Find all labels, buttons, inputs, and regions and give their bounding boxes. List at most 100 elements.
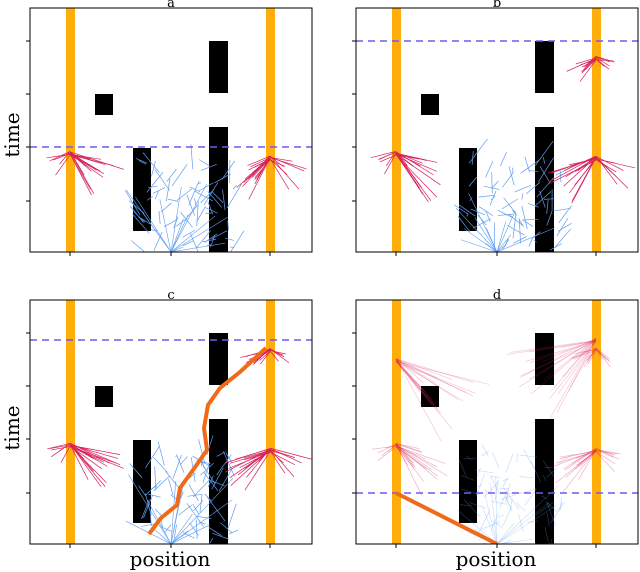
search-branch-blue [512, 167, 514, 173]
search-branch-blue [224, 237, 235, 241]
search-branch-red [554, 449, 597, 467]
search-branch-blue [542, 460, 555, 477]
search-branch-red [595, 56, 611, 63]
search-branch-red [574, 349, 597, 355]
search-branch-blue [468, 193, 498, 252]
search-branch-blue [200, 163, 217, 171]
search-branch-blue [197, 515, 212, 519]
search-branch-blue [133, 211, 146, 223]
search-branch-blue [148, 185, 158, 189]
search-branch-red [269, 450, 286, 474]
search-branch-blue [500, 151, 507, 167]
search-branch-blue [227, 503, 237, 529]
panels-layer: a b c d [26, 0, 639, 548]
search-branch-blue [148, 493, 161, 498]
wall-left [66, 8, 75, 252]
search-branch-red [530, 340, 597, 363]
search-branch-blue [474, 469, 494, 474]
search-branch-blue [546, 501, 556, 526]
obstacle-upper-right [535, 333, 554, 385]
search-branch-red [395, 151, 434, 176]
search-branch-red [51, 446, 71, 451]
search-branch-red [519, 337, 597, 378]
search-branch-blue [504, 495, 513, 512]
search-branch-red [395, 360, 453, 429]
search-branch-blue [485, 160, 494, 178]
search-branch-red [395, 445, 438, 468]
search-branch-blue [557, 453, 575, 464]
search-branch-red [395, 153, 437, 172]
search-branch-blue [496, 505, 557, 544]
search-branch-blue [496, 227, 556, 252]
search-branch-red [562, 337, 597, 378]
wall-left [392, 300, 401, 544]
search-branch-red [568, 341, 597, 392]
search-branch-blue [188, 484, 199, 501]
search-branch-blue [512, 214, 517, 239]
search-branch-blue [186, 194, 195, 216]
search-branch-blue [192, 503, 199, 515]
search-branch-blue [520, 159, 540, 174]
search-branch-blue [159, 525, 173, 533]
search-branch-red [595, 158, 636, 169]
search-branch-red [269, 155, 300, 190]
search-branch-blue [505, 453, 514, 473]
search-branch-blue [480, 521, 500, 530]
wall-right [592, 8, 601, 252]
search-branch-red [577, 449, 597, 466]
search-branch-blue [519, 476, 534, 479]
search-branch-red [595, 348, 604, 360]
search-branch-red [395, 358, 421, 393]
search-branch-blue [524, 156, 530, 173]
wall-left [392, 8, 401, 252]
search-branch-red [587, 347, 597, 358]
search-branch-red [379, 151, 397, 160]
search-branch-red [576, 451, 597, 466]
search-branch-blue [149, 508, 152, 526]
search-branch-red [395, 358, 442, 442]
search-branch-blue [507, 224, 525, 236]
search-branch-red [595, 451, 616, 465]
search-branch-blue [182, 229, 196, 238]
search-branch-blue [543, 198, 555, 200]
search-branch-blue [476, 467, 481, 477]
search-branch-red [395, 360, 464, 402]
search-branch-red [550, 338, 597, 392]
search-branch-red [581, 59, 597, 74]
panel-title: c [167, 288, 174, 303]
search-branch-red [377, 443, 397, 454]
search-branch-blue [546, 211, 553, 226]
search-branch-blue [558, 205, 572, 223]
search-branch-blue [187, 493, 203, 497]
search-branch-blue [478, 510, 491, 533]
search-branch-blue [170, 499, 233, 544]
search-branch-blue [492, 452, 500, 469]
search-branch-blue [205, 212, 213, 214]
search-branch-blue [490, 195, 496, 200]
search-branch-blue [472, 218, 491, 229]
search-branch-blue [146, 196, 153, 201]
search-branch-blue [189, 522, 199, 536]
search-branch-blue [173, 524, 177, 539]
search-branch-red [563, 448, 597, 470]
panel-c: c [26, 288, 313, 548]
search-branch-red [269, 450, 284, 464]
search-branch-red [395, 444, 438, 480]
panel-title: a [167, 0, 175, 11]
search-branch-blue [496, 221, 507, 252]
search-branch-blue [199, 159, 209, 166]
obstacle-upper-right [209, 41, 228, 93]
search-branch-blue [485, 227, 498, 252]
search-branch-red [574, 159, 597, 172]
search-branch-blue [539, 190, 546, 208]
search-branch-red [510, 339, 597, 353]
search-branch-blue [474, 217, 498, 252]
search-branch-blue [158, 211, 161, 224]
search-branch-blue [152, 187, 166, 194]
search-branch-blue [226, 183, 242, 209]
search-branch-blue [526, 181, 541, 195]
wall-right [266, 300, 275, 544]
search-branch-red [69, 153, 93, 160]
search-branch-blue [160, 202, 172, 213]
search-branch-blue [543, 157, 545, 164]
